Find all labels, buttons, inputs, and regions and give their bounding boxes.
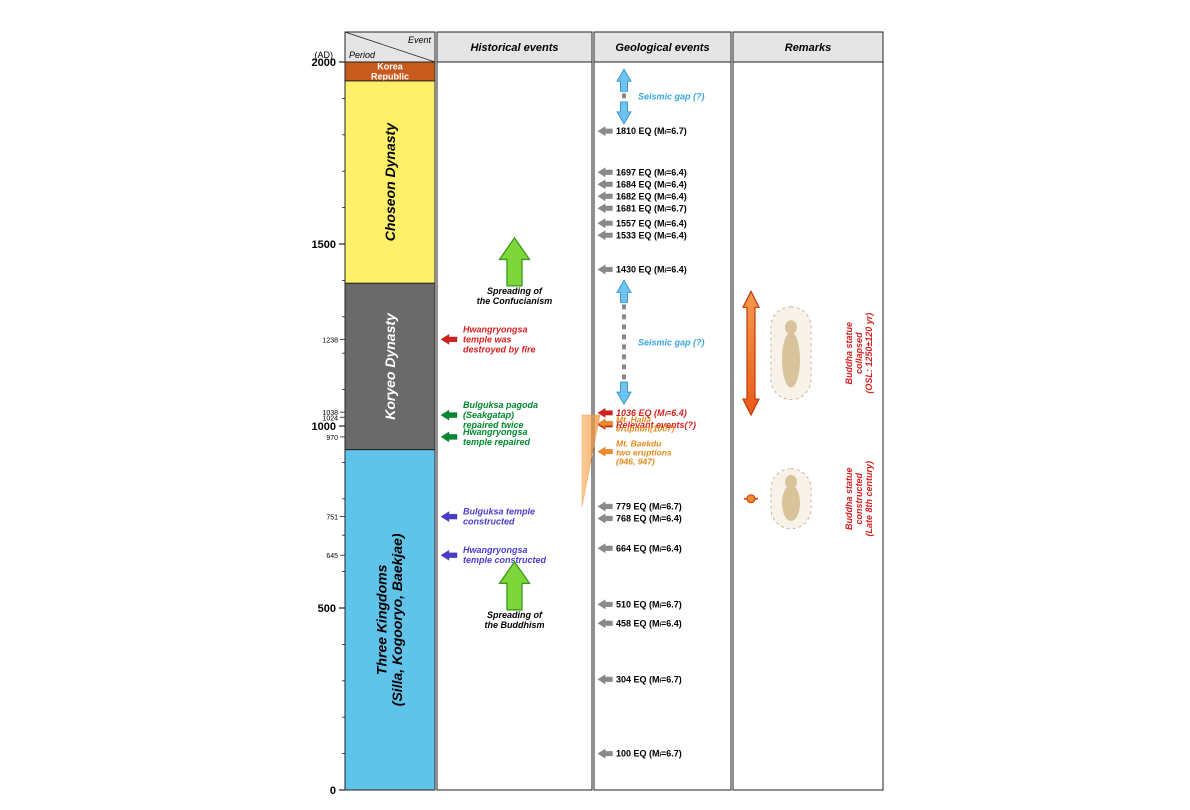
svg-text:645: 645 <box>326 553 338 560</box>
svg-text:Spreading ofthe Confucianism: Spreading ofthe Confucianism <box>477 286 553 306</box>
remarks-range-arrow <box>743 291 759 415</box>
timeline-diagram: Event Period Historical events Geological e… <box>0 0 1190 810</box>
svg-text:0: 0 <box>330 785 336 797</box>
svg-text:1238: 1238 <box>322 337 338 344</box>
svg-text:Koryeo Dynasty: Koryeo Dynasty <box>382 312 398 420</box>
svg-text:100 EQ (Mₗ=6.7): 100 EQ (Mₗ=6.7) <box>616 749 682 759</box>
svg-text:Period: Period <box>349 50 376 60</box>
spread-arrow <box>500 238 530 286</box>
svg-text:1684 EQ (Mₗ=6.4): 1684 EQ (Mₗ=6.4) <box>616 179 687 189</box>
svg-text:Bulguksa pagoda(Seakgatap)repa: Bulguksa pagoda(Seakgatap)repaired twice <box>463 400 538 430</box>
svg-text:1430 EQ (Mₗ=6.4): 1430 EQ (Mₗ=6.4) <box>616 264 687 274</box>
cone-highlight <box>582 415 600 506</box>
svg-text:304 EQ (Mₗ=6.7): 304 EQ (Mₗ=6.7) <box>616 674 682 684</box>
svg-text:1500: 1500 <box>312 239 336 251</box>
svg-text:1682 EQ (Mₗ=6.4): 1682 EQ (Mₗ=6.4) <box>616 191 687 201</box>
svg-text:458 EQ (Mₗ=6.4): 458 EQ (Mₗ=6.4) <box>616 618 682 628</box>
spread-arrow <box>500 562 530 610</box>
svg-text:Remarks: Remarks <box>785 42 831 54</box>
svg-text:Hwangryongsatemple constructed: Hwangryongsatemple constructed <box>463 545 547 565</box>
svg-text:500: 500 <box>318 603 336 615</box>
svg-text:Geological events: Geological events <box>615 42 709 54</box>
svg-text:510 EQ (Mₗ=6.7): 510 EQ (Mₗ=6.7) <box>616 599 682 609</box>
svg-text:1533 EQ (Mₗ=6.4): 1533 EQ (Mₗ=6.4) <box>616 230 687 240</box>
svg-text:779 EQ (Mₗ=6.7): 779 EQ (Mₗ=6.7) <box>616 501 682 511</box>
svg-text:Hwangryongsatemple wasdestroye: Hwangryongsatemple wasdestroyed by fire <box>463 324 536 354</box>
svg-text:Seismic gap (?): Seismic gap (?) <box>638 92 705 102</box>
svg-text:1697 EQ (Mₗ=6.4): 1697 EQ (Mₗ=6.4) <box>616 167 687 177</box>
svg-text:1557 EQ (Mₗ=6.4): 1557 EQ (Mₗ=6.4) <box>616 218 687 228</box>
svg-text:Hwangryongsatemple repaired: Hwangryongsatemple repaired <box>463 427 531 447</box>
svg-text:Mt. Baekdutwo eruptions(946, 9: Mt. Baekdutwo eruptions(946, 947) <box>616 439 672 467</box>
svg-text:2000: 2000 <box>312 57 336 69</box>
svg-text:Buddha statuecollapsed(OSL: 12: Buddha statuecollapsed(OSL: 1250±120 yr) <box>844 313 874 394</box>
svg-text:768 EQ (Mₗ=6.4): 768 EQ (Mₗ=6.4) <box>616 513 682 523</box>
svg-text:Choseon Dynasty: Choseon Dynasty <box>382 122 398 241</box>
svg-text:664 EQ (Mₗ=6.4): 664 EQ (Mₗ=6.4) <box>616 543 682 553</box>
svg-text:751: 751 <box>326 515 338 522</box>
svg-text:Buddha statueconstructed(Late: Buddha statueconstructed(Late 8th centur… <box>844 461 874 537</box>
svg-text:Spreading ofthe Buddhism: Spreading ofthe Buddhism <box>485 610 545 630</box>
svg-text:Seismic gap (?): Seismic gap (?) <box>638 337 705 347</box>
svg-text:1000: 1000 <box>312 421 336 433</box>
svg-text:1024: 1024 <box>322 415 338 422</box>
svg-text:970: 970 <box>326 435 338 442</box>
svg-text:Historical events: Historical events <box>470 42 558 54</box>
svg-text:1681 EQ (Mₗ=6.7): 1681 EQ (Mₗ=6.7) <box>616 203 687 213</box>
svg-text:1810 EQ (Mₗ=6.7): 1810 EQ (Mₗ=6.7) <box>616 126 687 136</box>
svg-text:Event: Event <box>408 35 432 45</box>
svg-text:Bulguksa templeconstructed: Bulguksa templeconstructed <box>463 507 535 527</box>
